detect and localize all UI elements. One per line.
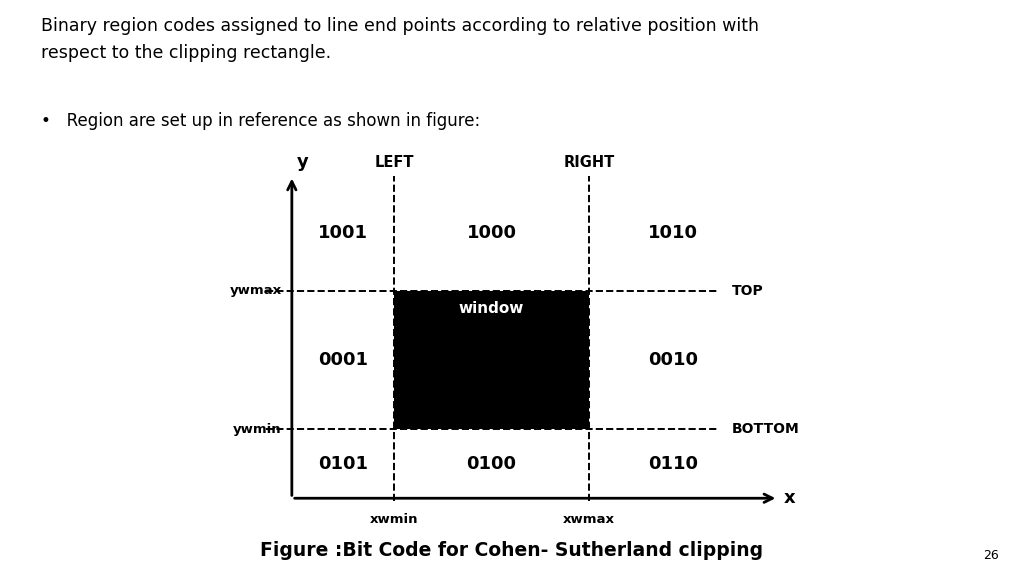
Text: xwmin: xwmin xyxy=(370,513,419,526)
Text: 26: 26 xyxy=(983,548,998,562)
Text: RIGHT: RIGHT xyxy=(563,155,614,170)
Text: Binary region codes assigned to line end points according to relative position w: Binary region codes assigned to line end… xyxy=(41,17,759,62)
Text: xwmax: xwmax xyxy=(563,513,614,526)
Text: x: x xyxy=(783,489,795,507)
Text: ywmax: ywmax xyxy=(229,285,282,297)
Text: 0101: 0101 xyxy=(318,454,368,473)
Bar xyxy=(394,291,589,429)
Text: Figure :Bit Code for Cohen- Sutherland clipping: Figure :Bit Code for Cohen- Sutherland c… xyxy=(260,541,764,559)
Text: 1001: 1001 xyxy=(318,224,368,242)
Text: y: y xyxy=(297,153,308,171)
Text: 0100: 0100 xyxy=(467,454,516,473)
Text: window: window xyxy=(459,301,524,316)
Text: 1010: 1010 xyxy=(648,224,698,242)
Text: 0001: 0001 xyxy=(318,351,368,369)
Text: LEFT: LEFT xyxy=(375,155,414,170)
Text: 0110: 0110 xyxy=(648,454,698,473)
Text: •   Region are set up in reference as shown in figure:: • Region are set up in reference as show… xyxy=(41,112,480,130)
Text: TOP: TOP xyxy=(732,284,764,298)
Text: 0010: 0010 xyxy=(648,351,698,369)
Text: ywmin: ywmin xyxy=(233,423,282,435)
Text: 1000: 1000 xyxy=(467,224,516,242)
Text: BOTTOM: BOTTOM xyxy=(732,422,800,436)
